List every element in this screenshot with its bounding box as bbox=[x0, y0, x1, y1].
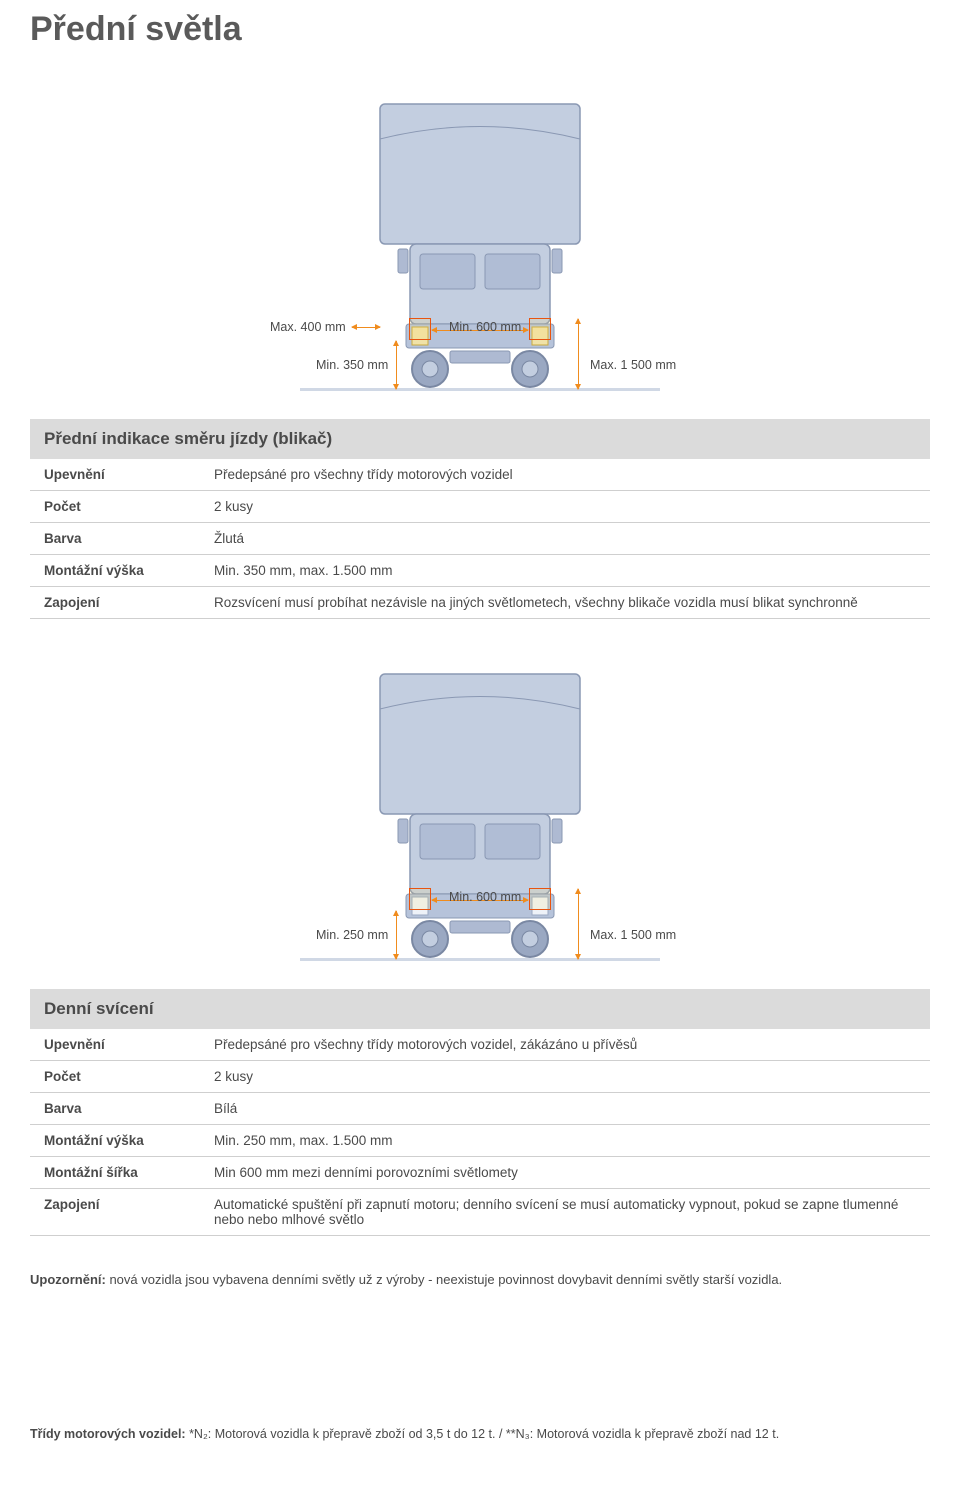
footer-classes: Třídy motorových vozidel: *N₂: Motorová … bbox=[30, 1327, 930, 1441]
highlight-left-indicator bbox=[409, 318, 431, 340]
spec-key: Upevnění bbox=[30, 459, 200, 491]
table-row: Montážní výškaMin. 250 mm, max. 1.500 mm bbox=[30, 1125, 930, 1157]
spec-value: Předepsáné pro všechny třídy motorových … bbox=[200, 459, 930, 491]
spec-key: Montážní výška bbox=[30, 555, 200, 587]
table-row: ZapojeníAutomatické spuštění při zapnutí… bbox=[30, 1189, 930, 1236]
spec-value: Bílá bbox=[200, 1093, 930, 1125]
spec-value: 2 kusy bbox=[200, 491, 930, 523]
arrow-min250 bbox=[396, 911, 397, 959]
label-min600-b: Min. 600 mm bbox=[449, 890, 521, 904]
diagram-front-indicator: Max. 400 mm Min. 600 mm Min. 350 mm Max.… bbox=[180, 79, 780, 399]
footer-label: Třídy motorových vozidel: bbox=[30, 1427, 186, 1441]
spec-key: Počet bbox=[30, 491, 200, 523]
spec-table-drl: UpevněníPředepsáné pro všechny třídy mot… bbox=[30, 1029, 930, 1236]
diagram-daytime-running: Min. 600 mm Min. 250 mm Max. 1 500 mm bbox=[180, 649, 780, 969]
arrow-min350 bbox=[396, 341, 397, 389]
spec-key: Počet bbox=[30, 1061, 200, 1093]
spec-key: Montážní šířka bbox=[30, 1157, 200, 1189]
warning-note: Upozornění: nová vozidla jsou vybavena d… bbox=[30, 1266, 930, 1327]
table-row: BarvaBílá bbox=[30, 1093, 930, 1125]
spec-table-indicator: UpevněníPředepsáné pro všechny třídy mot… bbox=[30, 459, 930, 619]
highlight-left-drl bbox=[409, 888, 431, 910]
label-min250: Min. 250 mm bbox=[316, 928, 388, 942]
table-row: Počet2 kusy bbox=[30, 1061, 930, 1093]
table-row: Montážní výškaMin. 350 mm, max. 1.500 mm bbox=[30, 555, 930, 587]
spec-value: 2 kusy bbox=[200, 1061, 930, 1093]
spec-key: Zapojení bbox=[30, 1189, 200, 1236]
label-max400: Max. 400 mm bbox=[270, 320, 346, 334]
spec-value: Min. 350 mm, max. 1.500 mm bbox=[200, 555, 930, 587]
spec-value: Min. 250 mm, max. 1.500 mm bbox=[200, 1125, 930, 1157]
spec-key: Montážní výška bbox=[30, 1125, 200, 1157]
warning-label: Upozornění: bbox=[30, 1272, 106, 1287]
table-row: UpevněníPředepsáné pro všechny třídy mot… bbox=[30, 459, 930, 491]
section-header-indicator: Přední indikace směru jízdy (blikač) bbox=[30, 419, 930, 459]
warning-text: nová vozidla jsou vybavena denními světl… bbox=[106, 1272, 782, 1287]
spec-key: Barva bbox=[30, 523, 200, 555]
label-min600: Min. 600 mm bbox=[449, 320, 521, 334]
spec-value: Předepsáné pro všechny třídy motorových … bbox=[200, 1029, 930, 1061]
spec-key: Barva bbox=[30, 1093, 200, 1125]
label-min350: Min. 350 mm bbox=[316, 358, 388, 372]
table-row: UpevněníPředepsáné pro všechny třídy mot… bbox=[30, 1029, 930, 1061]
spec-key: Zapojení bbox=[30, 587, 200, 619]
page-title: Přední světla bbox=[30, 10, 930, 49]
highlight-right-drl bbox=[529, 888, 551, 910]
spec-value: Min 600 mm mezi denními porovozními svět… bbox=[200, 1157, 930, 1189]
spec-value: Automatické spuštění při zapnutí motoru;… bbox=[200, 1189, 930, 1236]
spec-key: Upevnění bbox=[30, 1029, 200, 1061]
spec-value: Žlutá bbox=[200, 523, 930, 555]
arrow-max1500 bbox=[578, 319, 579, 389]
section-header-drl: Denní svícení bbox=[30, 989, 930, 1029]
table-row: Počet2 kusy bbox=[30, 491, 930, 523]
table-row: Montážní šířkaMin 600 mm mezi denními po… bbox=[30, 1157, 930, 1189]
table-row: ZapojeníRozsvícení musí probíhat nezávis… bbox=[30, 587, 930, 619]
arrow-max400 bbox=[352, 327, 380, 328]
highlight-right-indicator bbox=[529, 318, 551, 340]
label-max1500: Max. 1 500 mm bbox=[590, 358, 676, 372]
arrow-max1500-b bbox=[578, 889, 579, 959]
table-row: BarvaŽlutá bbox=[30, 523, 930, 555]
spec-value: Rozsvícení musí probíhat nezávisle na ji… bbox=[200, 587, 930, 619]
label-max1500-b: Max. 1 500 mm bbox=[590, 928, 676, 942]
footer-text: *N₂: Motorová vozidla k přepravě zboží o… bbox=[186, 1427, 780, 1441]
